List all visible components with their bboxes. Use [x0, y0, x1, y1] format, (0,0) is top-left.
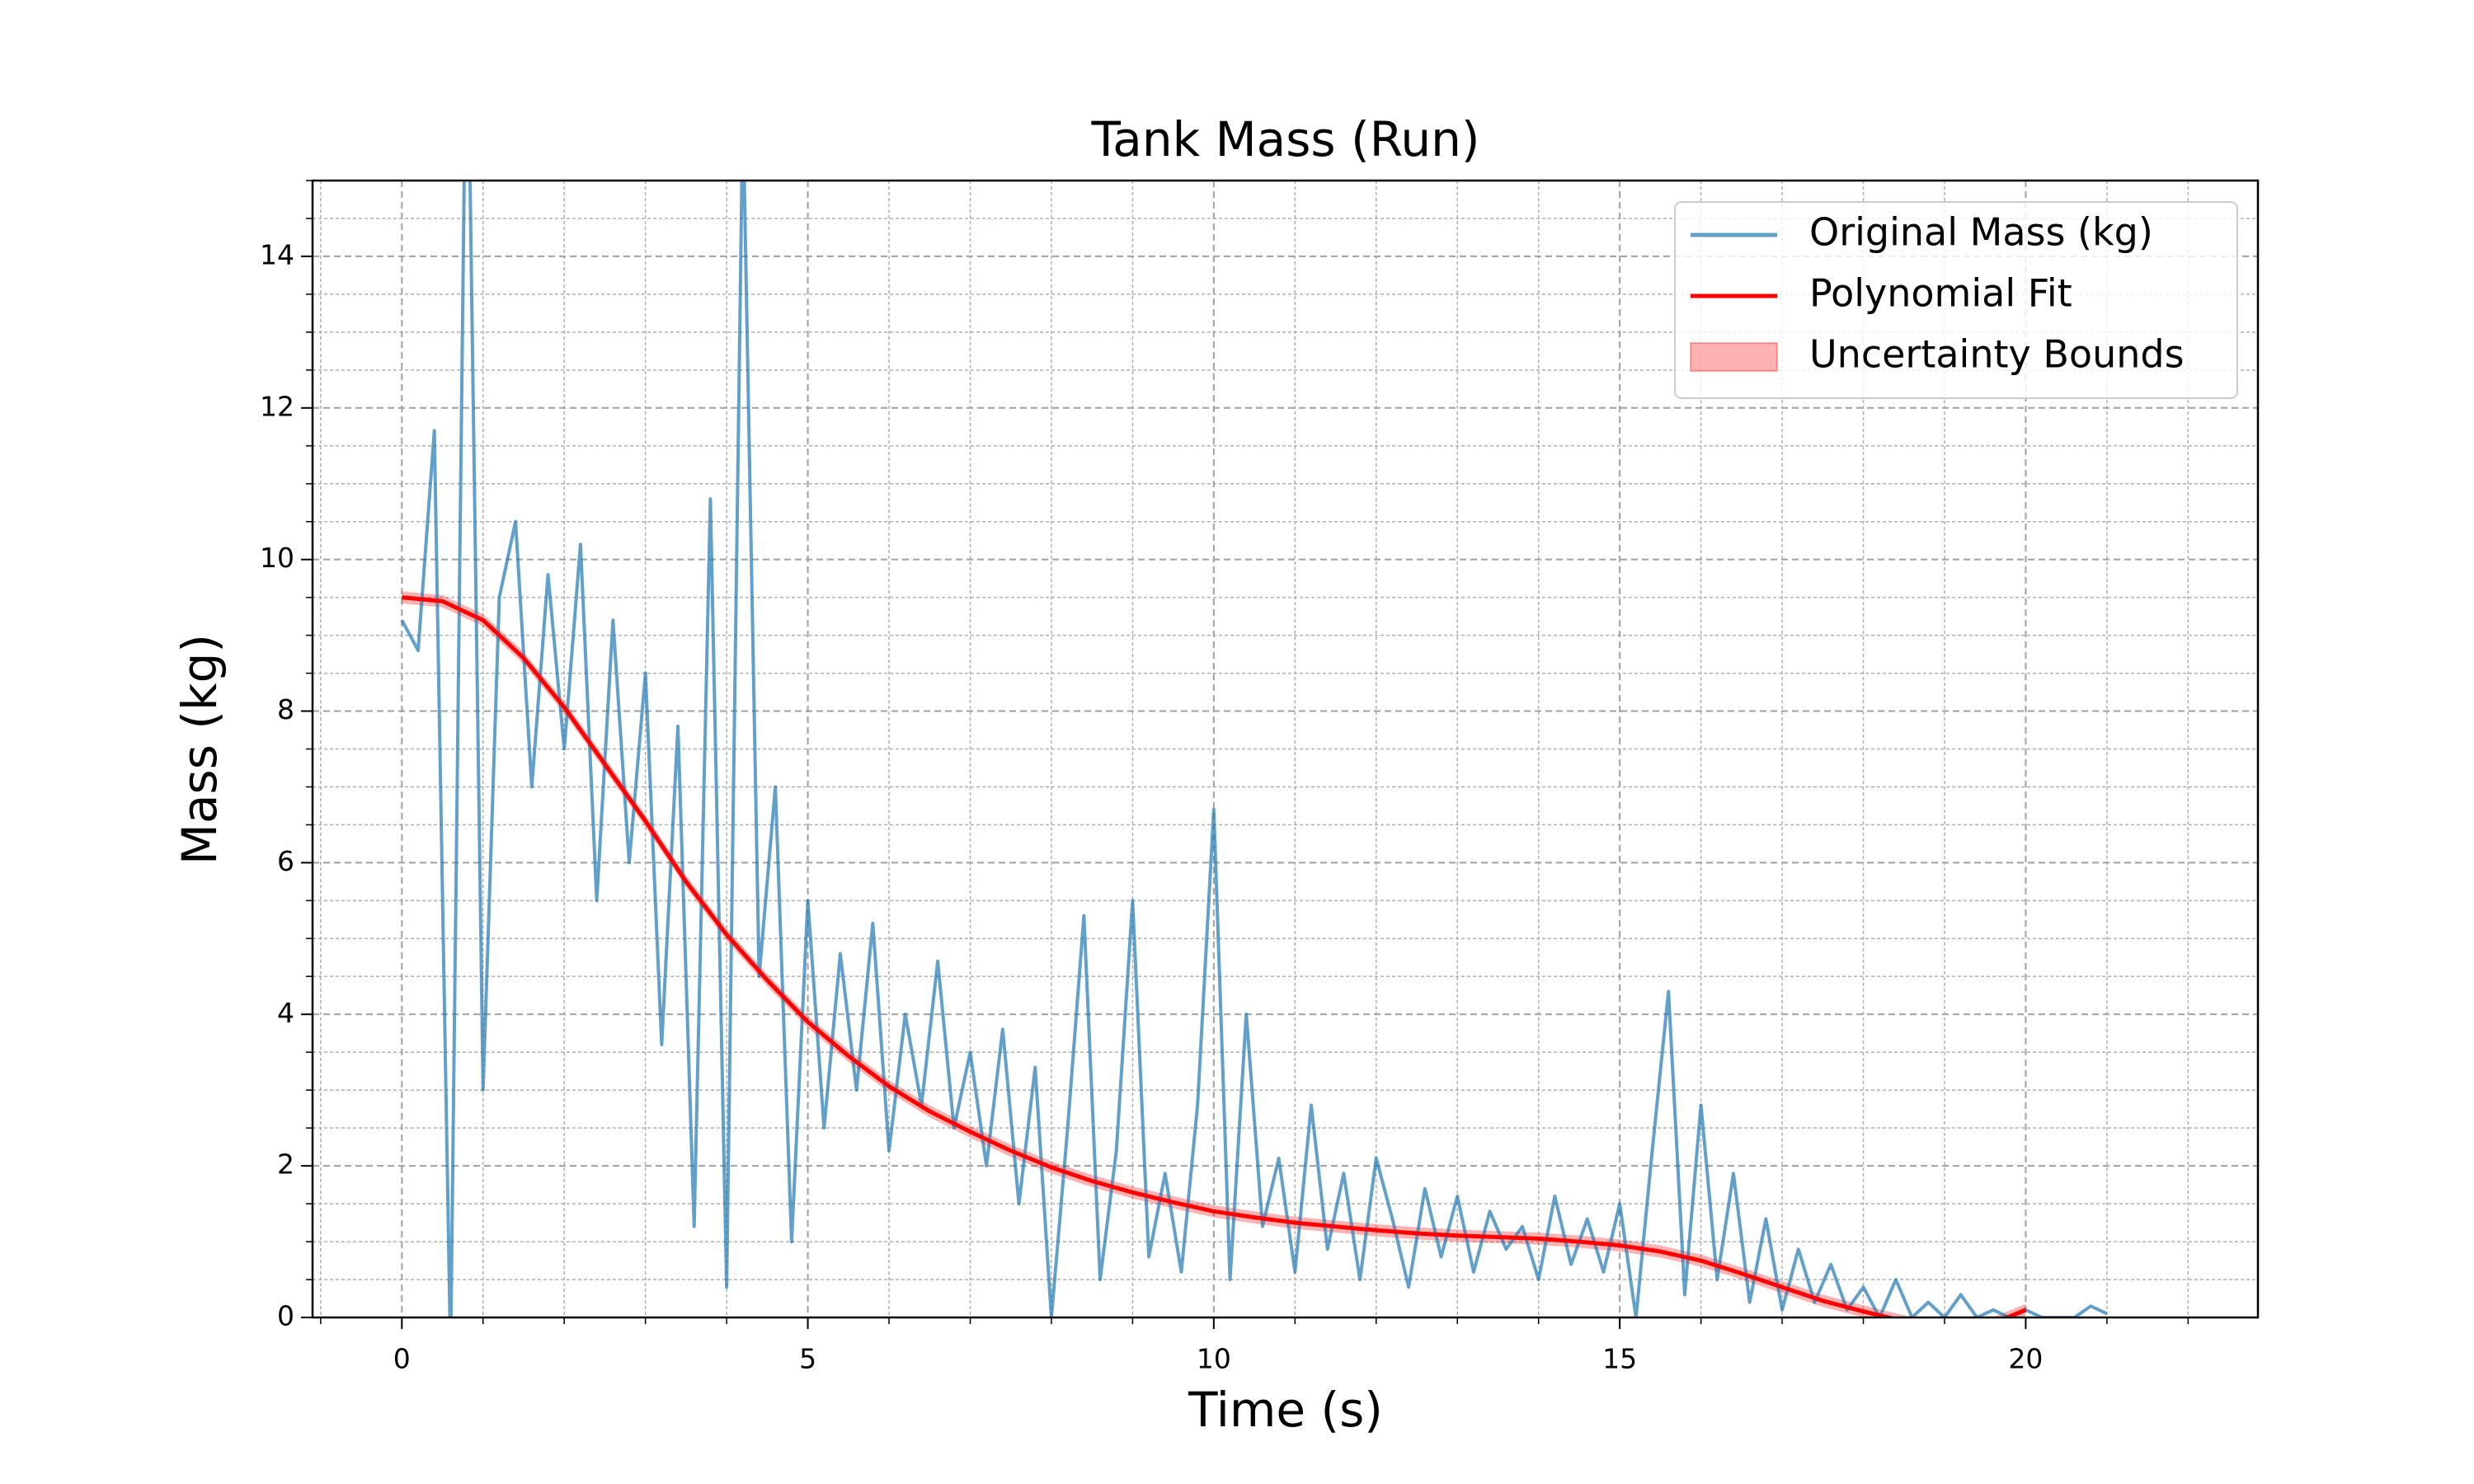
y-axis-label: Mass (kg) — [172, 634, 228, 865]
legend-label: Uncertainty Bounds — [1809, 332, 2185, 377]
y-tick-label: 8 — [277, 693, 294, 726]
ticks: 0 5 10 15 20 0 2 4 6 8 10 12 14 — [260, 180, 2189, 1375]
y-tick-label: 2 — [277, 1148, 294, 1181]
y-tick-label: 0 — [277, 1300, 294, 1332]
y-tick-label: 14 — [260, 238, 294, 270]
x-tick-label: 20 — [2008, 1343, 2043, 1375]
plot-area — [400, 181, 2108, 1317]
y-tick-label: 10 — [260, 542, 294, 574]
x-tick-label: 15 — [1602, 1343, 1637, 1375]
chart-title: Tank Mass (Run) — [1090, 111, 1479, 167]
y-tick-label: 4 — [277, 997, 294, 1029]
legend-box — [1674, 201, 2238, 399]
series-line — [402, 595, 2027, 1317]
series-line — [400, 181, 2108, 1317]
x-tick-label: 10 — [1197, 1343, 1231, 1375]
legend: Original Mass (kg) Polynomial Fit Uncertai… — [1674, 201, 2238, 399]
y-tick-label: 6 — [277, 845, 294, 877]
x-tick-label: 5 — [799, 1343, 816, 1375]
x-tick-label: 0 — [393, 1343, 411, 1375]
legend-label: Original Mass (kg) — [1809, 210, 2153, 255]
legend-label: Polynomial Fit — [1809, 271, 2072, 316]
legend-swatch — [1690, 342, 1778, 372]
y-tick-label: 12 — [260, 390, 294, 422]
x-axis-label: Time (s) — [1188, 1382, 1383, 1438]
